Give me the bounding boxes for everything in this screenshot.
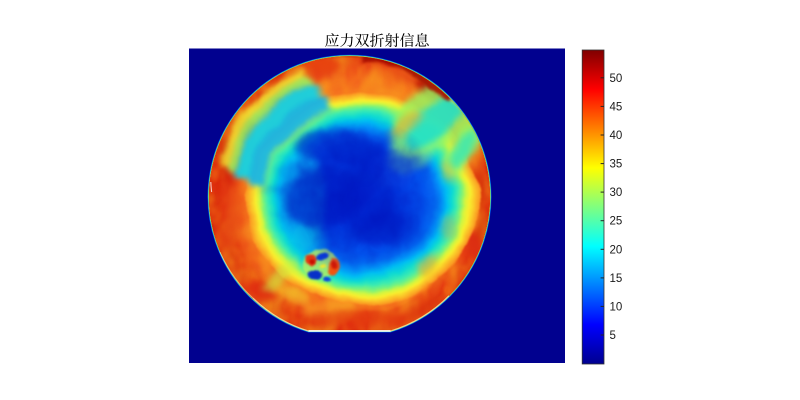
- svg-text:40: 40: [610, 130, 623, 142]
- svg-text:20: 20: [610, 244, 623, 256]
- svg-text:50: 50: [610, 73, 623, 85]
- svg-text:30: 30: [610, 187, 623, 199]
- svg-text:35: 35: [610, 159, 623, 171]
- svg-text:5: 5: [610, 330, 616, 342]
- svg-text:10: 10: [610, 301, 623, 313]
- svg-text:25: 25: [610, 216, 623, 228]
- svg-text:15: 15: [610, 273, 623, 285]
- svg-text:45: 45: [610, 101, 623, 113]
